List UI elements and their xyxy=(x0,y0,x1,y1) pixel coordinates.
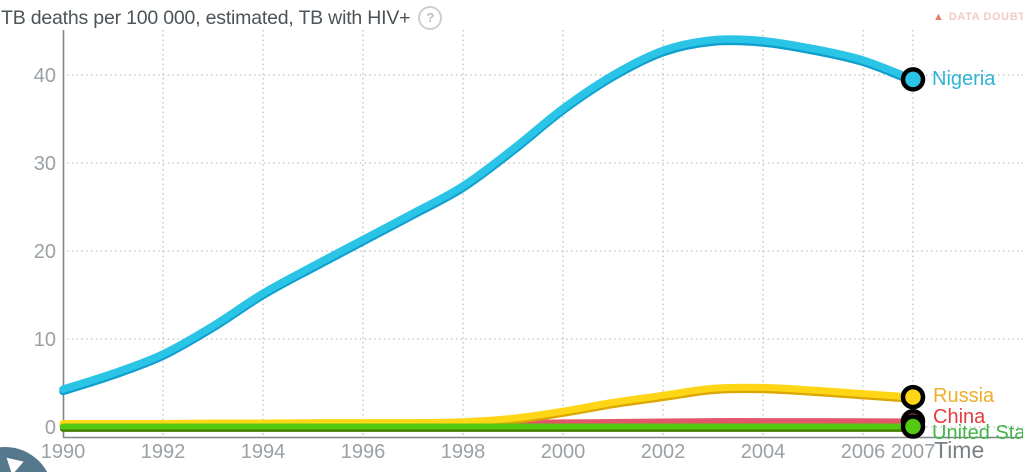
warning-label: DATA DOUBTS xyxy=(948,11,1023,23)
x-tick-label: 2006 xyxy=(841,441,886,463)
series-label-russia[interactable]: Russia xyxy=(933,385,995,407)
series-line-russia xyxy=(59,383,917,428)
y-tick-label: 0 xyxy=(45,417,56,439)
y-tick-label: 10 xyxy=(34,329,56,351)
end-marker-russia[interactable] xyxy=(900,384,926,410)
series-label-us-clip: United States xyxy=(932,422,1023,441)
x-tick-label: 1992 xyxy=(141,441,186,463)
series-label-china[interactable]: China xyxy=(933,406,986,428)
data-doubts-warning[interactable]: ▲ DATA DOUBTS xyxy=(933,10,1023,24)
x-tick-label: 1994 xyxy=(241,441,286,463)
x-tick-label: 2000 xyxy=(541,441,586,463)
x-tick-label: 2007 xyxy=(891,441,936,463)
help-icon[interactable]: ? xyxy=(418,6,443,30)
x-tick-label: 2004 xyxy=(741,441,786,463)
end-marker-united-states[interactable] xyxy=(900,414,926,439)
warning-triangle-icon: ▲ xyxy=(933,11,944,23)
chart-header: TB deaths per 100 000, estimated, TB wit… xyxy=(1,6,443,30)
end-marker-nigeria[interactable] xyxy=(900,67,926,92)
series-label-united-states[interactable]: United States xyxy=(932,422,1023,441)
x-axis-title: Time xyxy=(934,437,985,463)
y-tick-label: 40 xyxy=(34,65,56,87)
y-tick-label: 30 xyxy=(34,153,56,175)
x-tick-label: 1990 xyxy=(41,441,86,463)
y-tick-label: 20 xyxy=(34,241,56,263)
page-title: TB deaths per 100 000, estimated, TB wit… xyxy=(1,6,411,29)
x-tick-label: 1996 xyxy=(341,441,386,463)
series-label-nigeria[interactable]: Nigeria xyxy=(932,68,996,90)
x-tick-label: 1998 xyxy=(441,441,486,463)
series-line-nigeria xyxy=(59,35,917,393)
play-icon xyxy=(6,453,27,472)
x-tick-label: 2002 xyxy=(641,441,686,463)
